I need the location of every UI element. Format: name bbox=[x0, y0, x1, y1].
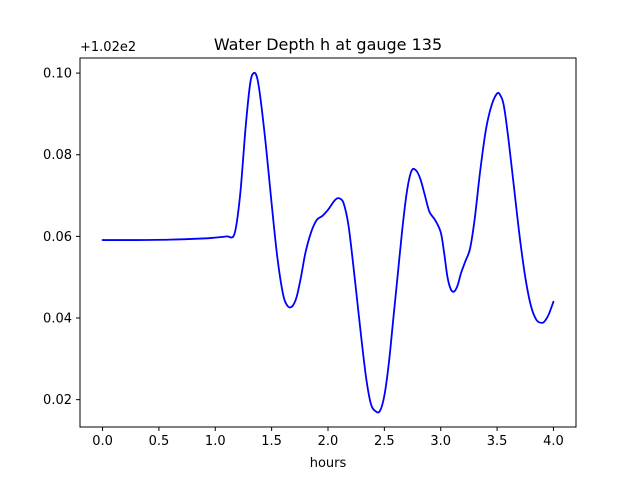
x-tick-label: 0.5 bbox=[149, 434, 170, 449]
y-tick-label: 0.06 bbox=[43, 230, 72, 245]
y-tick-label: 0.04 bbox=[43, 312, 72, 327]
axes-frame bbox=[79, 57, 577, 428]
x-tick-label: 1.5 bbox=[261, 434, 282, 449]
x-axis-label: hours bbox=[310, 456, 347, 471]
y-axis-ticks: 0.02 0.04 0.06 0.08 0.10 bbox=[43, 67, 80, 408]
y-axis-offset-label: +1.02e2 bbox=[80, 40, 136, 55]
x-axis-ticks: 0.0 0.5 1.0 1.5 2.0 2.5 3.0 3.5 4.0 bbox=[92, 427, 564, 449]
y-tick-label: 0.02 bbox=[43, 393, 72, 408]
y-tick-label: 0.08 bbox=[43, 148, 72, 163]
x-tick-label: 2.0 bbox=[318, 434, 339, 449]
x-tick-label: 2.5 bbox=[374, 434, 395, 449]
plot-area bbox=[101, 71, 555, 414]
y-tick-label: 0.10 bbox=[43, 67, 72, 82]
x-tick-label: 4.0 bbox=[543, 434, 564, 449]
series-line-0 bbox=[101, 71, 555, 414]
chart-title: Water Depth h at gauge 135 bbox=[214, 35, 442, 54]
x-tick-label: 3.0 bbox=[430, 434, 451, 449]
x-tick-label: 1.0 bbox=[205, 434, 226, 449]
x-tick-label: 0.0 bbox=[92, 434, 113, 449]
x-tick-label: 3.5 bbox=[487, 434, 508, 449]
